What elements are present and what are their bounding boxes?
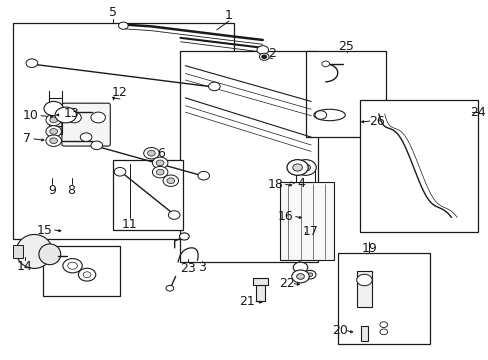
Circle shape [50,129,58,134]
Circle shape [67,262,77,269]
Text: 18: 18 [267,178,283,191]
Text: 7: 7 [22,132,30,145]
Bar [255,285,264,301]
Circle shape [259,53,268,60]
Circle shape [294,159,316,175]
Bar [295,167,315,182]
Text: 21: 21 [239,295,255,308]
Circle shape [307,273,312,276]
Circle shape [261,55,266,59]
Bar [305,51,386,137]
Text: 22: 22 [279,277,294,290]
Circle shape [256,46,268,54]
Circle shape [292,164,302,171]
Circle shape [91,112,105,123]
Circle shape [208,82,220,91]
Text: 23: 23 [180,262,195,275]
Circle shape [46,135,61,147]
Bar [360,327,367,341]
Text: 2: 2 [268,47,276,60]
Circle shape [198,171,209,180]
Circle shape [296,274,304,279]
Circle shape [291,270,308,283]
Circle shape [293,262,307,273]
Text: 26: 26 [368,114,384,127]
Circle shape [156,169,163,175]
Text: 20: 20 [331,324,347,337]
Text: 13: 13 [63,107,79,120]
Circle shape [80,133,92,141]
Circle shape [50,138,58,144]
Circle shape [166,178,174,184]
Circle shape [114,167,125,176]
Circle shape [26,59,38,67]
Bar [337,253,429,344]
Text: 16: 16 [278,210,293,223]
Bar [180,51,318,262]
Text: 14: 14 [17,260,32,273]
Text: 8: 8 [67,184,76,197]
Circle shape [46,103,61,114]
Bar [13,246,23,258]
Text: 5: 5 [108,6,117,19]
Bar [113,160,183,230]
Text: 1: 1 [224,9,232,22]
Circle shape [165,285,173,291]
Circle shape [46,126,61,137]
Circle shape [63,258,82,273]
Text: 3: 3 [198,261,206,274]
Circle shape [66,112,81,123]
Circle shape [321,61,329,67]
Circle shape [143,148,159,159]
Circle shape [300,164,310,171]
Circle shape [163,175,178,186]
Circle shape [168,211,180,219]
FancyBboxPatch shape [62,103,110,146]
Circle shape [379,329,387,335]
Text: 25: 25 [338,40,354,53]
Bar [279,182,333,260]
Bar [253,278,267,285]
Text: 17: 17 [302,225,318,238]
Circle shape [55,107,76,123]
Circle shape [379,322,387,328]
Circle shape [286,159,307,175]
Circle shape [152,157,167,168]
Circle shape [83,272,91,278]
Bar [14,23,233,239]
Circle shape [118,22,128,29]
Circle shape [156,160,163,166]
Circle shape [91,141,102,150]
Text: 4: 4 [297,177,305,190]
Ellipse shape [39,244,61,265]
Text: 24: 24 [469,105,485,119]
Circle shape [152,166,167,178]
Circle shape [314,111,326,119]
Circle shape [179,233,189,240]
Ellipse shape [16,234,52,269]
Circle shape [50,106,58,111]
Bar [42,246,120,296]
Text: 15: 15 [37,224,53,237]
Text: 19: 19 [361,242,376,255]
Text: 10: 10 [22,109,38,122]
Bar [356,271,371,307]
Circle shape [50,117,58,123]
Text: 9: 9 [48,184,56,197]
Circle shape [78,268,96,281]
Circle shape [304,270,315,279]
Text: 6: 6 [157,147,165,160]
Bar [359,100,477,232]
Circle shape [147,150,155,156]
Text: 11: 11 [122,218,137,231]
Circle shape [44,102,63,116]
Circle shape [356,274,371,286]
Text: 12: 12 [112,86,127,99]
Ellipse shape [313,109,345,121]
Circle shape [46,114,61,126]
